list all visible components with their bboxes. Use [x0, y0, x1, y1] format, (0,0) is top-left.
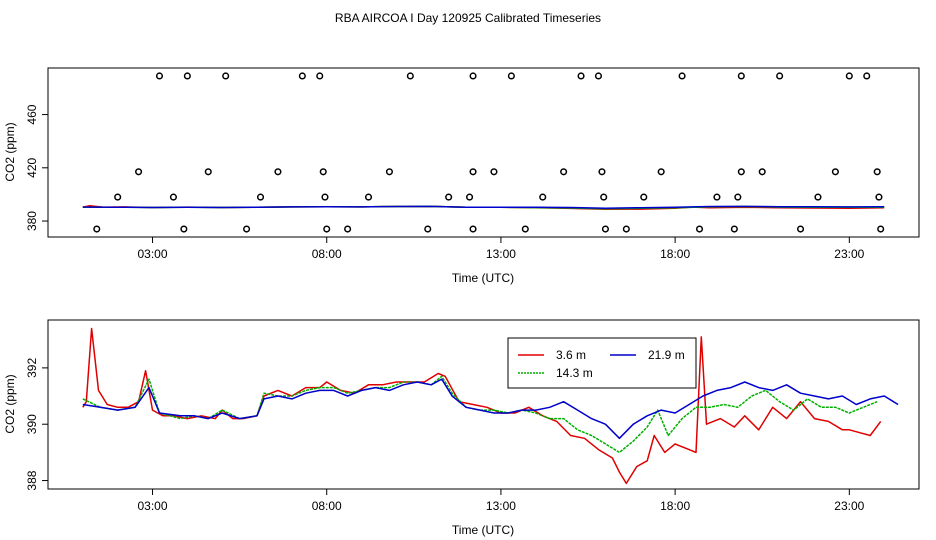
- top-point: [734, 193, 742, 201]
- top-point: [424, 225, 432, 233]
- top-point: [737, 168, 745, 176]
- top-point: [640, 193, 648, 201]
- top-point: [93, 225, 101, 233]
- top-point: [169, 193, 177, 201]
- bottom-x-tick-label: 13:00: [486, 499, 516, 513]
- bottom-series-line-1: [82, 375, 878, 454]
- legend-label-3-6m: 3.6 m: [556, 348, 586, 362]
- top-point: [466, 193, 474, 201]
- top-point: [560, 168, 568, 176]
- top-point: [577, 72, 585, 80]
- top-point: [406, 72, 414, 80]
- top-point: [180, 225, 188, 233]
- top-point: [831, 168, 839, 176]
- top-point: [594, 72, 603, 80]
- top-point: [204, 168, 212, 176]
- top-point: [737, 72, 745, 80]
- bottom-series-line-0: [82, 327, 882, 485]
- top-point: [469, 225, 477, 233]
- top-point: [863, 72, 871, 80]
- top-x-tick-label: 03:00: [138, 247, 168, 261]
- top-point: [678, 72, 686, 80]
- legend: 3.6 m 21.9 m 14.3 m: [507, 337, 697, 389]
- top-point: [385, 168, 393, 176]
- top-point: [539, 193, 547, 201]
- top-point: [873, 168, 881, 176]
- top-x-tick-label: 18:00: [660, 247, 690, 261]
- top-plot-marks: [82, 72, 885, 233]
- top-point: [364, 193, 373, 201]
- top-point: [796, 225, 805, 233]
- top-x-tick-label: 08:00: [312, 247, 342, 261]
- top-point: [469, 72, 477, 80]
- top-point: [598, 168, 606, 176]
- bottom-x-axis-label: Time (UTC): [452, 523, 514, 537]
- top-point: [321, 193, 329, 201]
- top-point: [601, 225, 609, 233]
- top-point: [507, 72, 515, 80]
- top-point: [695, 225, 704, 233]
- top-point: [657, 168, 665, 176]
- top-point: [135, 168, 143, 176]
- bottom-plot-frame: [47, 319, 920, 490]
- legend-label-14-3m: 14.3 m: [556, 366, 593, 380]
- top-point: [600, 193, 608, 201]
- top-point: [222, 72, 230, 80]
- top-point: [445, 193, 453, 201]
- top-point: [183, 72, 191, 80]
- top-panel: 03:00 08:00 13:00 18:00 23:00 380 420 460 Time…: [3, 67, 920, 285]
- top-y-tick-label: 380: [25, 211, 39, 231]
- top-point: [243, 225, 251, 233]
- top-x-axis: 03:00 08:00 13:00 18:00 23:00: [138, 237, 865, 261]
- top-x-tick-label: 13:00: [486, 247, 516, 261]
- bottom-y-tick-label: 388: [25, 470, 39, 490]
- top-point: [622, 225, 630, 233]
- bottom-x-tick-label: 03:00: [138, 499, 168, 513]
- top-point: [274, 168, 282, 176]
- bottom-x-tick-label: 18:00: [660, 499, 690, 513]
- top-y-tick-label: 460: [25, 104, 39, 124]
- top-point: [319, 168, 327, 176]
- top-point: [521, 225, 529, 233]
- top-point: [298, 72, 306, 80]
- bottom-x-tick-label: 23:00: [834, 499, 864, 513]
- top-point: [713, 193, 721, 201]
- legend-box: [507, 337, 697, 389]
- top-point: [469, 168, 477, 176]
- bottom-panel: 03:00 08:00 13:00 18:00 23:00 388 390 392 Time…: [3, 319, 920, 537]
- top-point: [758, 168, 766, 176]
- top-point: [814, 193, 822, 201]
- bottom-x-tick-label: 08:00: [312, 499, 342, 513]
- top-point: [490, 168, 498, 176]
- legend-label-21-9m: 21.9 m: [648, 348, 685, 362]
- bottom-y-tick-label: 390: [25, 414, 39, 434]
- top-point: [877, 225, 885, 233]
- chart-title: RBA AIRCOA I Day 120925 Calibrated Times…: [335, 11, 601, 25]
- top-point: [730, 225, 738, 233]
- top-point: [344, 225, 352, 233]
- top-point: [875, 193, 883, 201]
- bottom-y-axis-label: CO2 (ppm): [3, 374, 17, 433]
- bottom-y-tick-label: 392: [25, 358, 39, 378]
- top-point: [845, 72, 853, 80]
- top-point: [114, 193, 122, 201]
- top-y-axis-label: CO2 (ppm): [3, 122, 17, 181]
- top-series-line-2: [82, 205, 885, 210]
- top-x-axis-label: Time (UTC): [452, 271, 514, 285]
- top-y-axis: 380 420 460: [25, 104, 48, 231]
- top-point: [256, 193, 265, 201]
- top-point: [155, 72, 164, 80]
- bottom-x-axis: 03:00 08:00 13:00 18:00 23:00: [138, 489, 865, 513]
- top-point: [776, 72, 784, 80]
- top-y-tick-label: 420: [25, 157, 39, 177]
- bottom-y-axis: 388 390 392: [25, 358, 48, 491]
- top-point: [323, 225, 331, 233]
- bottom-series-line-2: [82, 378, 899, 440]
- bottom-plot-marks: [82, 327, 899, 485]
- top-point: [316, 72, 324, 80]
- top-x-tick-label: 23:00: [834, 247, 864, 261]
- top-plot-frame: [47, 67, 920, 238]
